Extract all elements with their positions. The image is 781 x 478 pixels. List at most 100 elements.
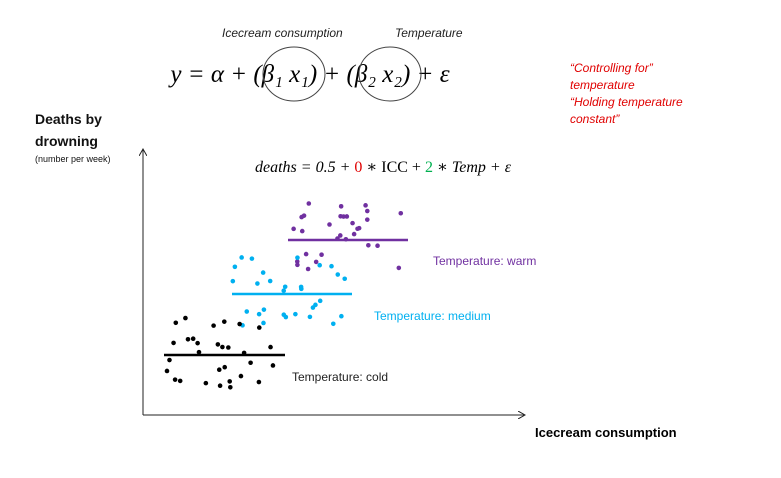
dot (270, 363, 276, 368)
dot (350, 220, 355, 226)
dot (215, 342, 221, 347)
dot (228, 384, 233, 390)
equation: y = α + (β₁ x₁) + (β₂ x₂) + ε (167, 61, 449, 88)
dot (317, 298, 323, 304)
dot (364, 217, 370, 222)
dot (267, 278, 273, 284)
dot (295, 262, 300, 268)
dot (305, 266, 311, 272)
dot (281, 288, 287, 294)
dot (398, 210, 404, 216)
dot (171, 340, 176, 346)
scatter (164, 201, 404, 390)
dot (173, 320, 179, 326)
dot (356, 225, 362, 231)
dot (217, 383, 223, 388)
dot (268, 344, 273, 350)
dot (319, 252, 324, 257)
eq-part: ∗ Temp + ε (433, 159, 512, 176)
dot (203, 380, 209, 386)
dot (195, 340, 200, 346)
eq-part: 2 (425, 159, 433, 176)
dot (256, 325, 262, 330)
dot (255, 281, 260, 286)
dot (366, 242, 371, 248)
dot (294, 259, 300, 264)
dot (239, 255, 244, 260)
dot (232, 264, 238, 270)
dot (256, 379, 262, 385)
dot (220, 344, 225, 350)
dot (237, 321, 242, 327)
dot (344, 214, 350, 219)
dot (190, 336, 196, 342)
dot (230, 278, 236, 284)
dot (222, 364, 228, 370)
dot (335, 272, 341, 277)
dot (313, 259, 319, 265)
dot (211, 323, 216, 328)
note: “Controlling for” (570, 61, 654, 75)
x-title: Icecream consumption (535, 425, 677, 440)
dot (221, 319, 227, 324)
annotation: Icecream consumption (222, 26, 343, 40)
dot (396, 265, 402, 271)
annotation: Temperature (395, 26, 463, 40)
eq-part: ∗ ICC + (362, 159, 425, 176)
y-title: Deaths by (35, 111, 102, 127)
eq-part: deaths = 0.5 + (255, 159, 354, 176)
dot (248, 360, 253, 366)
dot (295, 255, 300, 260)
dot (196, 349, 202, 355)
group-label: Temperature: medium (374, 309, 491, 323)
note: temperature (570, 78, 635, 92)
dot (183, 315, 188, 321)
fitted-equation: deaths = 0.5 + 0 ∗ ICC + 2 ∗ Temp + ε (255, 159, 512, 176)
note: constant” (570, 112, 620, 126)
dot (341, 214, 346, 219)
dot (244, 309, 250, 314)
dot (238, 373, 244, 379)
dot (260, 270, 266, 275)
dot (227, 379, 233, 384)
dot (261, 307, 267, 312)
dot (329, 263, 334, 269)
dot (327, 222, 332, 227)
dot (342, 276, 348, 282)
dot (299, 228, 305, 234)
dot (301, 213, 307, 218)
dot (291, 226, 296, 232)
dot (313, 302, 318, 308)
dot (261, 320, 266, 326)
dot (306, 201, 312, 206)
y-unit: (number per week) (35, 154, 111, 164)
dot (256, 311, 262, 317)
dot (164, 368, 170, 374)
dot (375, 243, 380, 248)
eq-part: 0 (354, 159, 362, 176)
dot (339, 313, 344, 319)
circle (358, 46, 422, 102)
dot (185, 336, 191, 342)
dot (330, 321, 336, 327)
group-label: Temperature: cold (292, 370, 388, 384)
dot (307, 314, 313, 320)
dot (283, 314, 289, 320)
note: “Holding temperature (570, 95, 683, 109)
dot (303, 251, 309, 257)
dot (338, 204, 344, 209)
dot (177, 378, 183, 384)
dot (351, 231, 357, 237)
dot (282, 284, 288, 290)
circle (262, 46, 326, 102)
dot (364, 208, 370, 214)
dot (226, 345, 231, 350)
y-title: drowning (35, 133, 98, 149)
dot (167, 357, 172, 363)
dot (249, 256, 255, 261)
group-label: Temperature: warm (433, 254, 536, 268)
dot (172, 377, 178, 382)
dot (363, 203, 368, 208)
dot (216, 367, 222, 373)
